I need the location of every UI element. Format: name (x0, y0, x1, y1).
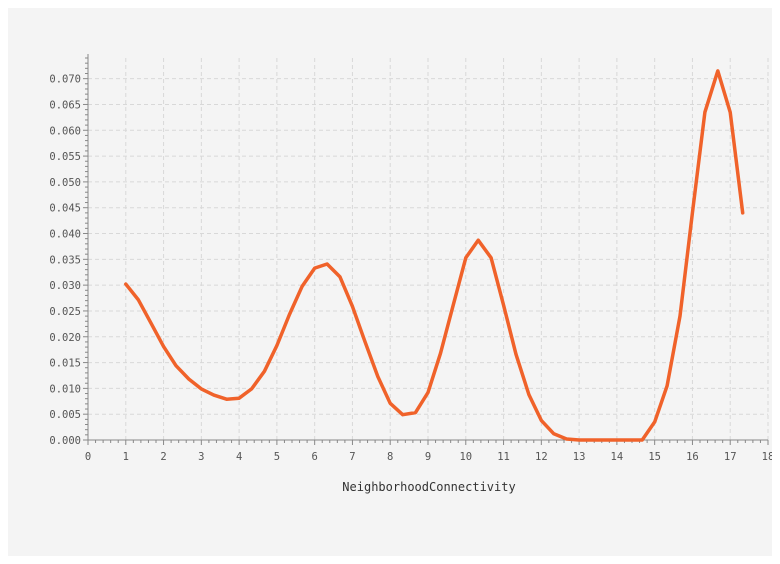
chart-panel: 0.000 0.005 0.010 0.015 0.020 0.025 0.030 0.035… (8, 8, 772, 556)
x-tick-label: 18 (762, 451, 772, 463)
y-tick-label: 0.040 (49, 229, 81, 241)
y-tick-label: 0.030 (49, 280, 81, 292)
y-tick-label: 0.050 (49, 177, 81, 189)
y-tick-label: 0.055 (49, 151, 81, 163)
x-tick-label: 1 (123, 451, 129, 463)
y-tick-label: 0.060 (49, 125, 81, 137)
x-tick-label: 7 (349, 451, 355, 463)
x-tick-label: 0 (85, 451, 91, 463)
y-tick-label: 0.015 (49, 358, 81, 370)
grid-lines (88, 58, 769, 440)
y-tick-label: 0.010 (49, 383, 81, 395)
line-chart: 0.000 0.005 0.010 0.015 0.020 0.025 0.030 0.035… (49, 54, 772, 494)
axes: 0.000 0.005 0.010 0.015 0.020 0.025 0.030 0.035… (49, 54, 772, 463)
x-tick-label: 3 (198, 451, 204, 463)
series-layer (124, 69, 745, 442)
x-tick-label: 17 (724, 451, 737, 463)
x-tick-label: 16 (686, 451, 699, 463)
x-tick-label: 5 (274, 451, 280, 463)
x-tick-label: 9 (425, 451, 431, 463)
x-tick-label: 6 (312, 451, 318, 463)
series-line (124, 69, 745, 442)
x-tick-label: 4 (236, 451, 242, 463)
x-tick-label: 13 (573, 451, 586, 463)
y-tick-label: 0.070 (49, 74, 81, 86)
x-tick-label: 8 (387, 451, 393, 463)
y-tick-label: 0.025 (49, 306, 81, 318)
y-tick-label: 0.000 (49, 435, 81, 447)
x-tick-label: 11 (497, 451, 510, 463)
y-tick-label: 0.065 (49, 99, 81, 111)
y-tick-label: 0.005 (49, 409, 81, 421)
y-tick-label: 0.045 (49, 203, 81, 215)
x-tick-label: 10 (459, 451, 472, 463)
y-tick-label: 0.020 (49, 332, 81, 344)
x-tick-label: 14 (611, 451, 624, 463)
x-tick-label: 15 (648, 451, 661, 463)
x-tick-label: 2 (160, 451, 166, 463)
x-axis-title: NeighborhoodConnectivity (342, 480, 515, 494)
y-tick-label: 0.035 (49, 254, 81, 266)
x-tick-label: 12 (535, 451, 548, 463)
